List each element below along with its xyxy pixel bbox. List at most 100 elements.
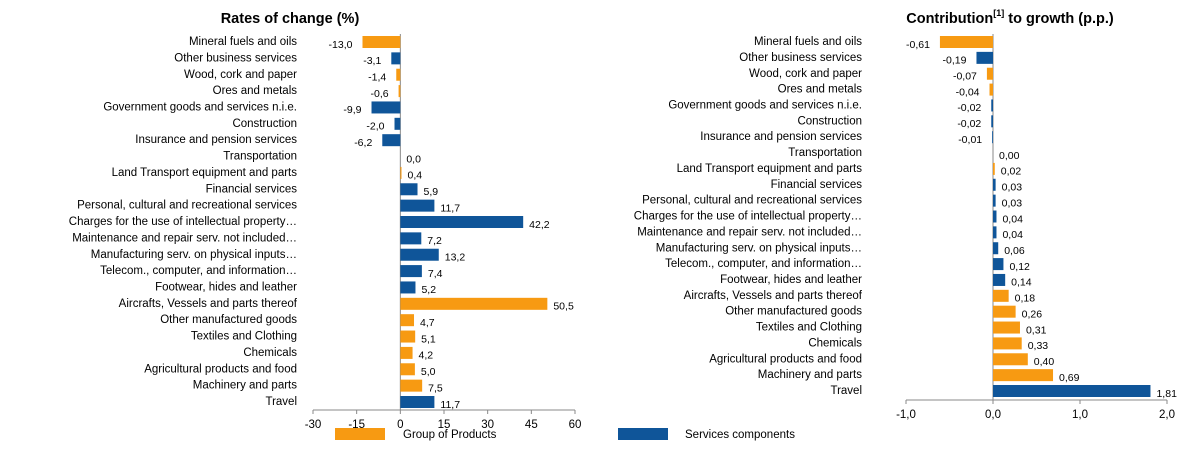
- legend-swatch: [335, 428, 385, 440]
- legend-label: Services components: [685, 429, 795, 441]
- value-label: -0,02: [957, 102, 981, 114]
- value-label: -0,61: [906, 39, 930, 51]
- category-label: Mineral fuels and oils: [754, 36, 862, 48]
- value-label: 0,02: [1001, 166, 1022, 178]
- value-label: 0,31: [1026, 324, 1047, 336]
- title-text: Contribution: [906, 11, 993, 27]
- category-label: Financial services: [206, 183, 298, 195]
- category-label: Chemicals: [243, 347, 297, 359]
- value-label: 0,18: [1015, 293, 1036, 305]
- category-label: Machinery and parts: [193, 380, 297, 392]
- category-label: Other business services: [739, 52, 862, 64]
- category-label: Footwear, hides and leather: [155, 281, 297, 293]
- category-label: Maintenance and repair serv. not include…: [637, 226, 862, 238]
- category-label: Construction: [797, 115, 862, 127]
- value-label: 7,5: [428, 382, 443, 394]
- bar: [400, 166, 402, 179]
- value-label: -13,0: [329, 39, 353, 51]
- bar: [993, 226, 997, 239]
- value-label: 0,03: [1002, 197, 1023, 209]
- value-label: 0,04: [1002, 229, 1023, 241]
- value-label: -6,2: [354, 137, 372, 149]
- x-tick-label: 1,0: [1072, 409, 1088, 421]
- category-label: Government goods and services n.i.e.: [103, 101, 297, 113]
- bar: [993, 273, 1006, 286]
- category-label: Textiles and Clothing: [191, 331, 297, 343]
- bar: [993, 194, 996, 207]
- bar: [993, 337, 1022, 350]
- value-label: -0,19: [943, 55, 967, 67]
- value-label: 7,2: [427, 235, 442, 247]
- bar: [400, 199, 435, 212]
- bar: [391, 52, 401, 65]
- chart-title: Rates of change (%): [221, 11, 360, 27]
- bar: [382, 134, 401, 147]
- value-label: 13,2: [445, 252, 466, 264]
- bar: [400, 396, 435, 408]
- value-label: 0,4: [407, 170, 422, 182]
- category-label: Transportation: [223, 151, 297, 163]
- bar: [400, 379, 423, 392]
- legend-label: Group of Products: [403, 429, 497, 441]
- bar: [939, 36, 993, 48]
- category-label: Financial services: [771, 179, 863, 191]
- value-label: 7,4: [428, 268, 443, 280]
- bar: [993, 242, 999, 255]
- category-label: Ores and metals: [213, 85, 298, 97]
- category-label: Personal, cultural and recreational serv…: [642, 195, 862, 207]
- value-label: -2,0: [366, 121, 384, 133]
- category-label: Manufacturing serv. on physical inputs…: [91, 249, 297, 261]
- value-label: 0,0: [406, 153, 421, 165]
- bar: [993, 162, 995, 175]
- category-label: Insurance and pension services: [700, 131, 862, 143]
- value-label: 5,1: [421, 333, 436, 345]
- bar: [398, 85, 401, 98]
- value-label: -3,1: [363, 55, 381, 67]
- value-label: 1,81: [1156, 388, 1177, 400]
- category-label: Land Transport equipment and parts: [677, 163, 863, 175]
- category-label: Land Transport equipment and parts: [112, 167, 298, 179]
- category-label: Machinery and parts: [758, 369, 862, 381]
- value-label: 5,0: [421, 366, 436, 378]
- category-label: Other manufactured goods: [725, 306, 862, 318]
- value-label: 11,7: [440, 202, 460, 214]
- bar: [400, 346, 413, 359]
- value-label: -0,07: [953, 71, 977, 83]
- category-label: Construction: [232, 118, 297, 130]
- x-tick-label: 45: [525, 419, 538, 431]
- category-label: Other business services: [174, 52, 297, 64]
- value-label: 0,04: [1002, 213, 1023, 225]
- title-note: [1]: [993, 8, 1004, 18]
- bar: [394, 117, 401, 130]
- value-label: -0,02: [957, 118, 981, 130]
- bar: [991, 115, 993, 128]
- bar: [400, 248, 439, 261]
- bar: [993, 385, 1151, 397]
- value-label: 0,33: [1028, 340, 1049, 352]
- bar: [993, 210, 997, 223]
- value-label: 4,2: [419, 350, 434, 362]
- bar: [371, 101, 401, 114]
- value-label: -0,6: [370, 88, 388, 100]
- bar: [993, 305, 1016, 318]
- category-label: Other manufactured goods: [160, 314, 297, 326]
- category-label: Charges for the use of intellectual prop…: [69, 216, 297, 228]
- category-label: Mineral fuels and oils: [189, 36, 297, 48]
- category-label: Manufacturing serv. on physical inputs…: [656, 242, 862, 254]
- category-label: Ores and metals: [778, 84, 863, 96]
- value-label: 5,2: [421, 284, 436, 296]
- x-tick-label: 30: [481, 419, 494, 431]
- value-label: 0,06: [1004, 245, 1025, 257]
- value-label: 0,03: [1002, 182, 1023, 194]
- category-label: Charges for the use of intellectual prop…: [634, 211, 862, 223]
- category-label: Telecom., computer, and information…: [100, 265, 297, 277]
- category-label: Textiles and Clothing: [756, 322, 862, 334]
- bar: [400, 232, 422, 245]
- x-tick-label: 0,0: [985, 409, 1001, 421]
- value-label: 0,40: [1034, 356, 1055, 368]
- bar: [993, 369, 1054, 382]
- category-label: Transportation: [788, 147, 862, 159]
- value-label: -0,04: [956, 86, 980, 98]
- category-label: Maintenance and repair serv. not include…: [72, 232, 297, 244]
